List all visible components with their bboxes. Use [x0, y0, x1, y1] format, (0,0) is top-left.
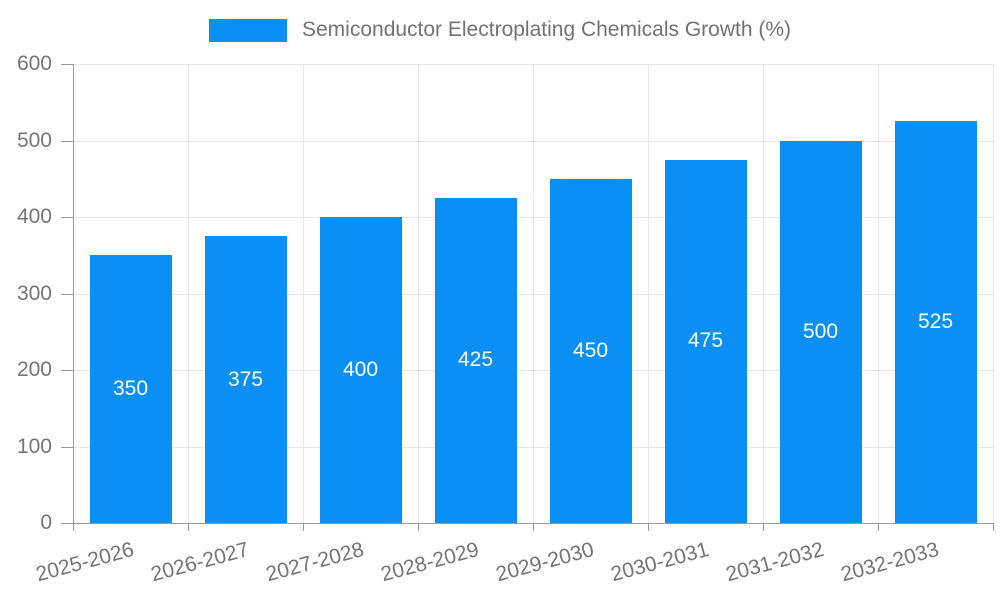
x-gridline — [418, 64, 419, 523]
y-axis-label: 300 — [16, 281, 52, 305]
bar-value-label: 425 — [457, 348, 494, 372]
x-axis-label: 2027-2028 — [263, 538, 367, 587]
y-axis-tick — [61, 140, 73, 142]
bar[interactable]: 375 — [204, 236, 287, 523]
x-axis-line — [73, 523, 993, 524]
x-axis-tick — [878, 523, 879, 531]
x-axis-tick — [303, 523, 304, 531]
legend-label: Semiconductor Electroplating Chemicals G… — [301, 18, 792, 41]
x-axis-label: 2028-2029 — [378, 538, 482, 587]
bar-value-label: 525 — [917, 310, 954, 334]
y-axis-tick — [61, 370, 73, 371]
bar[interactable]: 350 — [89, 255, 172, 523]
legend-swatch — [208, 18, 287, 42]
y-axis-label: 100 — [16, 434, 52, 458]
x-gridline — [303, 64, 304, 523]
x-axis-tick — [188, 523, 189, 531]
bar[interactable]: 425 — [434, 197, 517, 523]
x-gridline — [993, 64, 994, 523]
x-axis-label: 2031-2032 — [723, 538, 827, 587]
x-axis-tick — [648, 523, 649, 531]
x-axis-label: 2026-2027 — [148, 538, 252, 587]
y-axis-tick — [61, 523, 73, 524]
bar-value-label: 350 — [112, 377, 149, 401]
bar[interactable]: 400 — [319, 217, 402, 523]
x-axis-tick — [418, 523, 419, 531]
x-gridline — [878, 64, 879, 523]
bar[interactable]: 450 — [549, 178, 632, 523]
bar[interactable]: 500 — [779, 140, 862, 523]
x-axis-label: 2029-2030 — [493, 538, 597, 587]
x-gridline — [648, 64, 649, 523]
x-gridline — [763, 64, 764, 523]
x-axis-label: 2032-2033 — [838, 538, 942, 587]
y-axis-tick — [61, 217, 73, 218]
x-axis-tick — [993, 523, 994, 531]
x-gridline — [188, 64, 189, 523]
x-axis-tick — [763, 523, 764, 531]
bar-value-label: 450 — [572, 338, 609, 362]
bar[interactable]: 525 — [894, 121, 977, 523]
y-axis-tick — [61, 64, 73, 65]
legend-item[interactable]: Semiconductor Electroplating Chemicals G… — [0, 14, 1000, 46]
y-axis-label: 400 — [16, 205, 52, 228]
y-axis-tick — [61, 446, 73, 448]
bar-value-label: 375 — [227, 367, 264, 391]
y-axis-line — [73, 64, 74, 531]
y-axis-label: 200 — [16, 358, 52, 381]
bar-value-label: 400 — [342, 358, 379, 381]
x-axis-label: 2030-2031 — [608, 538, 712, 587]
y-axis-label: 500 — [16, 128, 52, 152]
y-axis-label: 600 — [16, 52, 52, 75]
x-axis-tick — [533, 523, 534, 531]
x-axis-label: 2025-2026 — [33, 538, 137, 587]
bar[interactable]: 475 — [664, 159, 747, 523]
x-gridline — [533, 64, 534, 523]
bar-value-label: 475 — [687, 329, 724, 353]
y-axis-label: 0 — [40, 511, 52, 534]
bar-value-label: 500 — [802, 319, 839, 343]
y-axis-tick — [61, 293, 73, 295]
